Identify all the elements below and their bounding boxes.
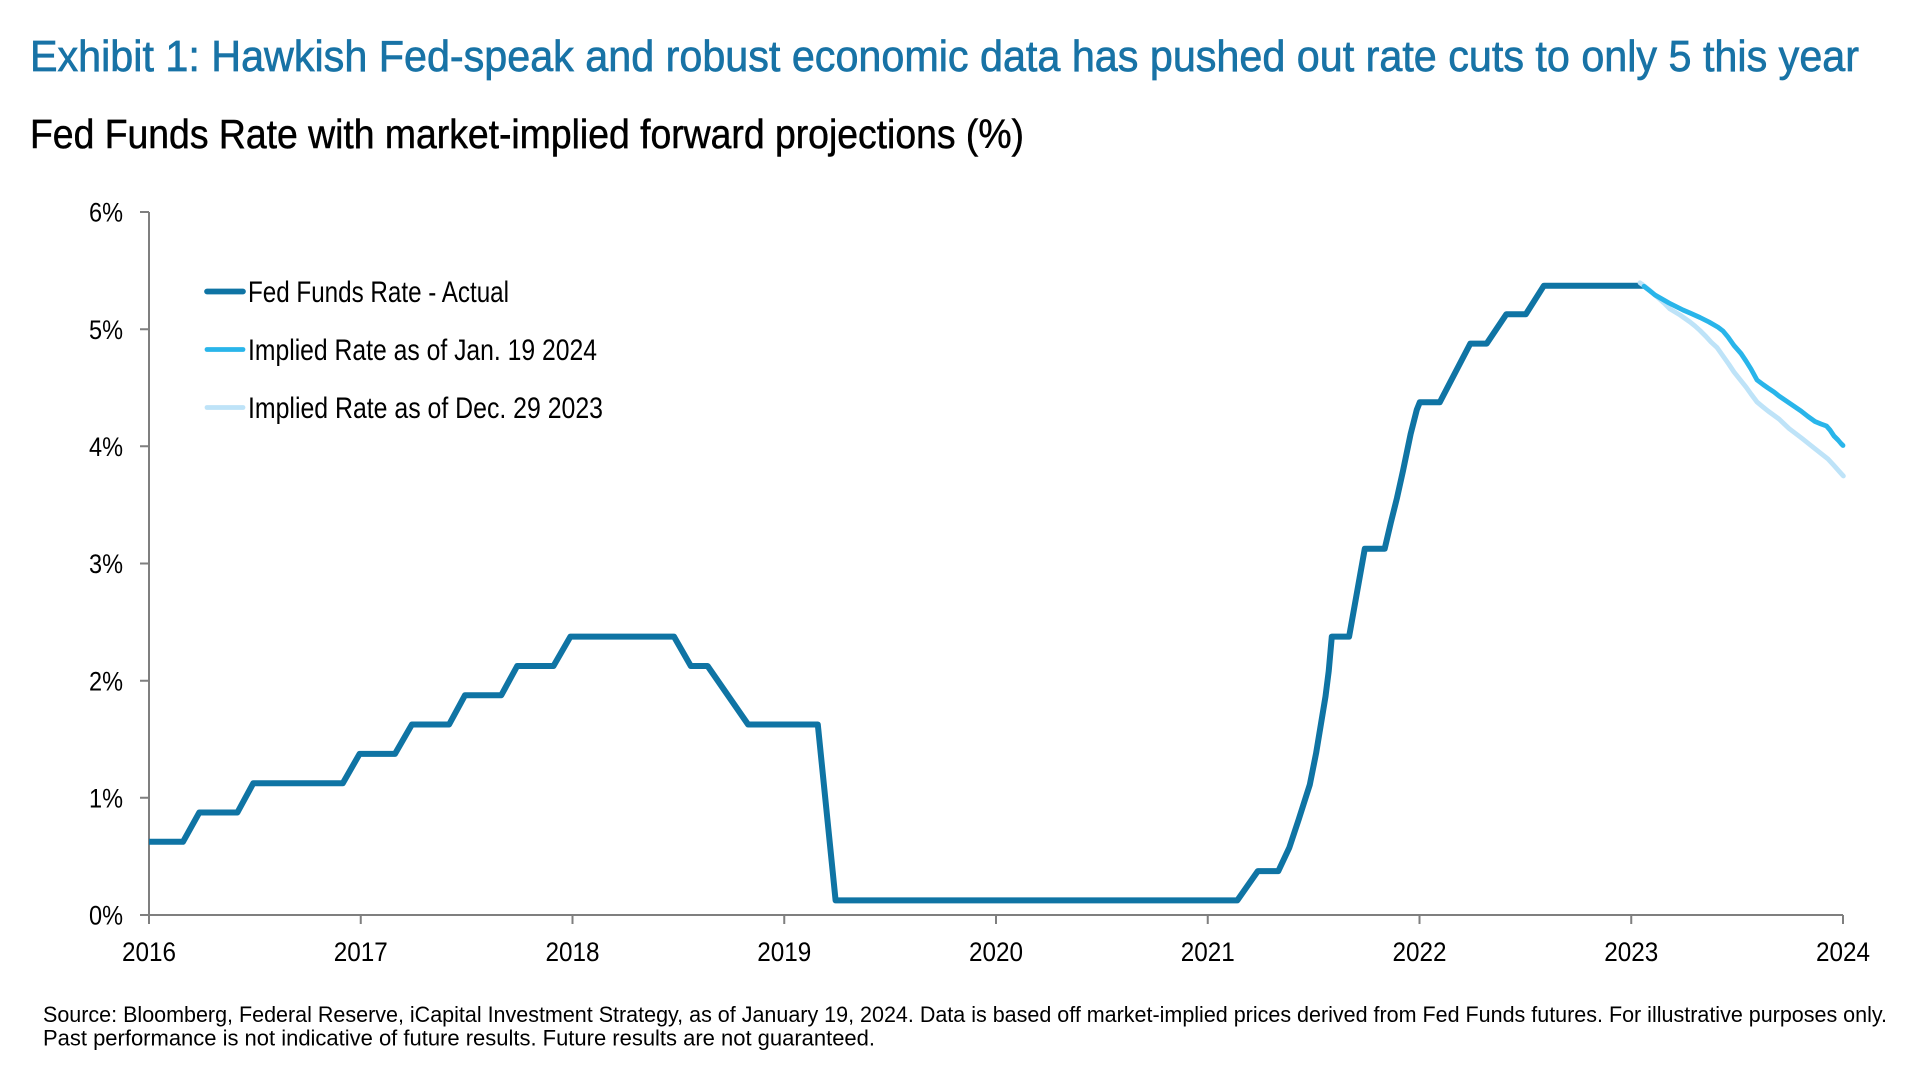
svg-text:6%: 6% xyxy=(89,198,123,228)
svg-text:3%: 3% xyxy=(89,549,123,579)
svg-text:5%: 5% xyxy=(89,315,123,345)
svg-text:2023: 2023 xyxy=(1604,937,1658,967)
svg-text:2018: 2018 xyxy=(546,937,600,967)
svg-text:1%: 1% xyxy=(89,784,123,814)
svg-text:Source: Bloomberg, Federal Res: Source: Bloomberg, Federal Reserve, iCap… xyxy=(43,1002,1887,1027)
svg-text:Fed Funds Rate - Actual: Fed Funds Rate - Actual xyxy=(248,276,509,309)
svg-text:Implied Rate as of Jan. 19 202: Implied Rate as of Jan. 19 2024 xyxy=(248,334,597,367)
svg-text:Exhibit 1: Hawkish Fed-speak a: Exhibit 1: Hawkish Fed-speak and robust … xyxy=(30,32,1859,81)
svg-text:2016: 2016 xyxy=(122,937,176,967)
svg-text:2019: 2019 xyxy=(757,937,811,967)
svg-text:Implied Rate as of Dec. 29 202: Implied Rate as of Dec. 29 2023 xyxy=(248,392,603,425)
svg-text:Fed Funds Rate with market-imp: Fed Funds Rate with market-implied forwa… xyxy=(30,111,1024,157)
svg-text:2%: 2% xyxy=(89,666,123,696)
svg-text:2017: 2017 xyxy=(334,937,388,967)
svg-text:4%: 4% xyxy=(89,432,123,462)
svg-text:2020: 2020 xyxy=(969,937,1023,967)
svg-text:0%: 0% xyxy=(89,901,123,931)
svg-text:2021: 2021 xyxy=(1181,937,1235,967)
svg-text:2022: 2022 xyxy=(1393,937,1447,967)
svg-text:Past performance is not indica: Past performance is not indicative of fu… xyxy=(43,1026,875,1051)
svg-text:2024: 2024 xyxy=(1816,937,1870,967)
